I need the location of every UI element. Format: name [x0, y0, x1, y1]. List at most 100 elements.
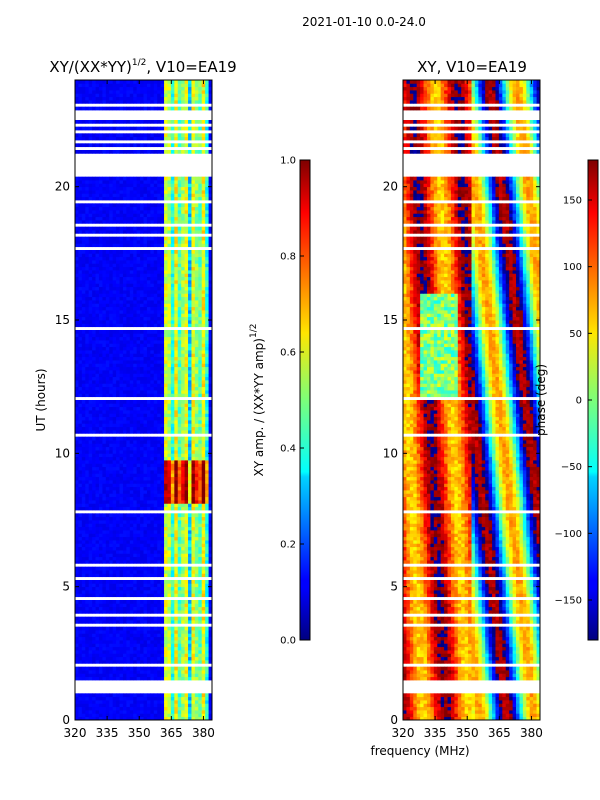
heat-cell: [122, 693, 127, 698]
heat-cell: [85, 380, 90, 384]
heat-cell: [105, 540, 110, 544]
heat-cell: [198, 483, 203, 488]
heat-cell: [116, 523, 120, 528]
heat-cell: [150, 706, 155, 711]
heat-cell: [188, 343, 192, 348]
heat-cell: [95, 450, 100, 454]
heat-cell: [122, 290, 127, 294]
heat-cell: [157, 320, 162, 324]
heat-cell: [198, 473, 203, 478]
heat-cell: [194, 300, 199, 304]
heat-cell: [95, 403, 100, 408]
heat-cell: [153, 363, 158, 368]
heat-cell: [164, 390, 168, 394]
heat-cell: [150, 436, 155, 441]
heat-cell: [181, 713, 185, 718]
heat-cell: [133, 260, 138, 264]
heat-cell: [191, 423, 196, 428]
heat-cell: [174, 603, 179, 608]
heat-cell: [177, 590, 182, 594]
heat-cell: [92, 520, 96, 524]
heat-cell: [102, 276, 107, 281]
heat-cell: [177, 366, 182, 371]
heat-cell: [81, 496, 86, 501]
heat-cell: [167, 516, 172, 521]
heat-cell: [160, 330, 165, 334]
heat-cell: [188, 460, 192, 464]
heat-cell: [184, 706, 189, 711]
heat-cell: [126, 570, 131, 574]
heat-cell: [143, 306, 148, 311]
heat-cell: [119, 610, 124, 614]
heat-cell: [116, 473, 120, 478]
heat-cell: [157, 293, 162, 298]
heat-cell: [102, 346, 107, 351]
heat-cell: [157, 296, 162, 301]
heat-cell: [191, 360, 196, 364]
heat-cell: [170, 463, 175, 468]
heat-cell: [140, 376, 144, 381]
heat-cell: [126, 463, 131, 468]
heat-cell: [88, 673, 93, 678]
heat-cell: [92, 436, 96, 441]
heat-cell: [205, 443, 209, 448]
heat-cell: [126, 580, 131, 584]
heat-cell: [205, 643, 209, 648]
heat-cell: [177, 430, 182, 434]
heat-cell: [184, 373, 189, 378]
heat-cell: [92, 293, 96, 298]
heat-cell: [177, 306, 182, 311]
heat-cell: [177, 280, 182, 284]
heat-cell: [177, 600, 182, 604]
heat-cell: [170, 640, 175, 644]
heat-cell: [181, 670, 185, 674]
heat-cell: [164, 670, 168, 674]
heat-cell: [140, 373, 144, 378]
heat-cell: [194, 616, 199, 621]
heat-cell: [112, 713, 117, 718]
heat-cell: [133, 403, 138, 408]
heat-cell: [75, 403, 79, 408]
heat-cell: [105, 353, 110, 358]
heat-cell: [105, 283, 110, 288]
heat-cell: [81, 583, 86, 588]
heat-cell: [116, 520, 120, 524]
heat-cell: [133, 593, 138, 598]
heat-cell: [184, 643, 189, 648]
heat-cell: [157, 343, 162, 348]
heat-cell: [81, 703, 86, 708]
heat-cell: [174, 573, 179, 578]
heat-cell: [157, 400, 162, 404]
heat-cell: [92, 593, 96, 598]
heat-cell: [81, 483, 86, 488]
heat-cell: [188, 570, 192, 574]
heat-cell: [119, 443, 124, 448]
heat-cell: [157, 626, 162, 631]
heat-cell: [184, 340, 189, 344]
heat-cell: [102, 280, 107, 284]
heat-cell: [184, 593, 189, 598]
heat-cell: [191, 290, 196, 294]
heat-cell: [177, 260, 182, 264]
heat-cell: [208, 470, 213, 474]
heat-cell: [116, 630, 120, 634]
heat-cell: [102, 413, 107, 418]
heat-cell: [95, 503, 100, 508]
heat-cell: [146, 483, 151, 488]
heat-cell: [92, 303, 96, 308]
heat-cell: [181, 716, 185, 721]
heat-cell: [78, 403, 83, 408]
heat-cell: [119, 586, 124, 591]
heat-cell: [136, 413, 141, 418]
heat-cell: [81, 276, 86, 281]
heat-cell: [167, 536, 172, 541]
heat-cell: [167, 450, 172, 454]
heat-cell: [208, 440, 213, 444]
heat-cell: [105, 513, 110, 518]
heat-cell: [140, 333, 144, 338]
heat-cell: [208, 566, 213, 571]
heat-cell: [181, 323, 185, 328]
heat-cell: [88, 506, 93, 511]
heat-cell: [157, 616, 162, 621]
heat-cell: [105, 673, 110, 678]
